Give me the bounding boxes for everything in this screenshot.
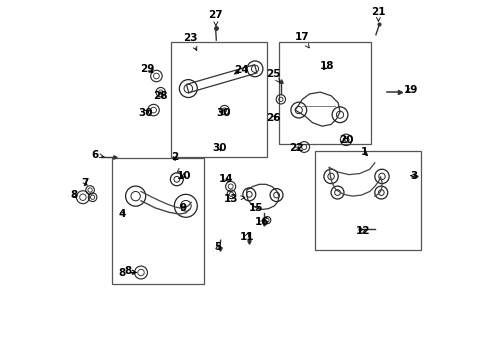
Text: 18: 18 — [319, 61, 334, 71]
Text: 30: 30 — [216, 108, 231, 118]
Text: 16: 16 — [255, 217, 270, 227]
Text: 3: 3 — [411, 171, 418, 181]
Text: 21: 21 — [371, 7, 386, 21]
Text: 8: 8 — [70, 190, 77, 200]
Text: 17: 17 — [294, 32, 309, 48]
Text: 12: 12 — [355, 226, 370, 236]
Text: 1: 1 — [361, 147, 368, 157]
Text: 20: 20 — [339, 135, 353, 145]
Text: 2: 2 — [172, 152, 179, 162]
Text: 6: 6 — [92, 150, 104, 160]
Text: 7: 7 — [82, 178, 89, 188]
Text: 13: 13 — [224, 194, 245, 204]
Text: 28: 28 — [153, 91, 168, 101]
Text: 30: 30 — [138, 108, 152, 118]
Text: 22: 22 — [289, 143, 303, 153]
Text: 15: 15 — [249, 203, 264, 213]
Bar — [172, 42, 267, 157]
Text: 29: 29 — [140, 64, 155, 74]
Text: 26: 26 — [266, 113, 280, 123]
Bar — [279, 42, 370, 144]
Text: 24: 24 — [234, 64, 249, 75]
Text: 9: 9 — [180, 203, 187, 213]
Bar — [315, 151, 421, 250]
Text: 8: 8 — [119, 267, 126, 278]
Text: 5: 5 — [215, 242, 222, 252]
Bar — [112, 158, 204, 284]
Text: 27: 27 — [208, 10, 223, 26]
Text: 8: 8 — [125, 266, 136, 276]
Text: 30: 30 — [213, 143, 227, 153]
Text: 4: 4 — [119, 209, 126, 219]
Text: 10: 10 — [177, 171, 191, 181]
Text: 11: 11 — [240, 232, 254, 242]
Text: 25: 25 — [267, 69, 281, 82]
Text: 19: 19 — [403, 85, 418, 95]
Text: 14: 14 — [219, 174, 234, 184]
Text: 23: 23 — [183, 33, 198, 50]
